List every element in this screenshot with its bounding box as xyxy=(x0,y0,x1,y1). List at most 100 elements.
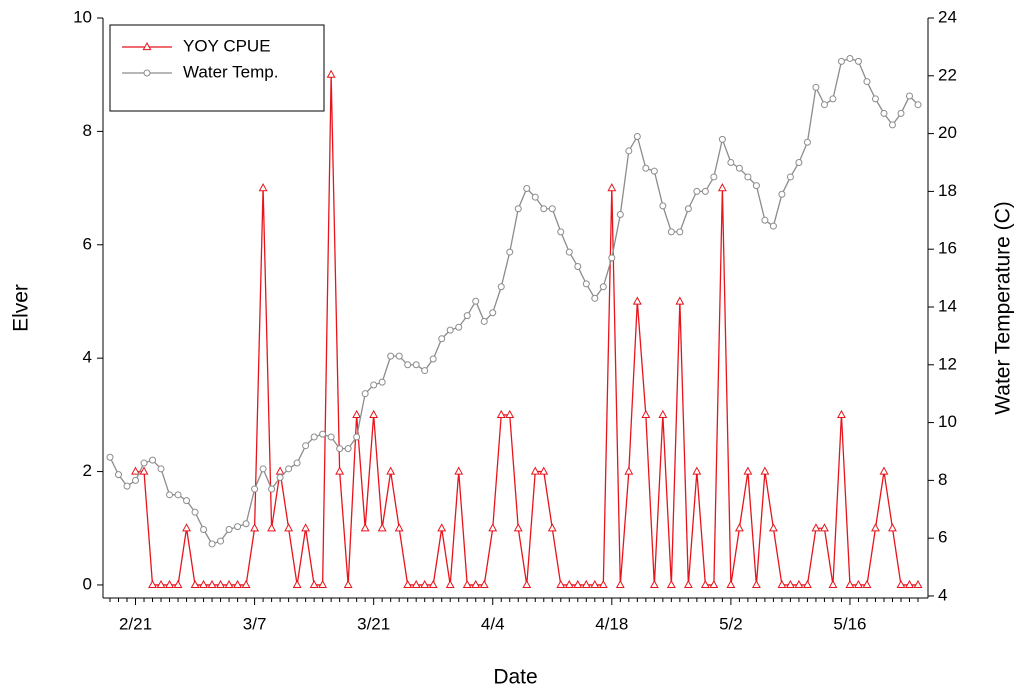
y-tick-label: 8 xyxy=(83,121,92,140)
point xyxy=(200,526,208,534)
point xyxy=(250,523,260,532)
point xyxy=(693,187,701,195)
point xyxy=(395,352,403,360)
point xyxy=(854,57,862,65)
point xyxy=(462,579,472,589)
point xyxy=(403,579,413,589)
point xyxy=(411,579,421,589)
point xyxy=(497,283,505,291)
point xyxy=(530,466,540,475)
point xyxy=(557,228,565,236)
point xyxy=(353,433,361,441)
point xyxy=(642,164,650,172)
point xyxy=(794,579,804,589)
point xyxy=(437,523,447,532)
y-tick-label: 4 xyxy=(83,348,92,367)
point xyxy=(616,211,624,219)
point xyxy=(513,523,523,532)
point xyxy=(574,263,582,271)
point xyxy=(556,579,566,589)
y2-tick-label: 4 xyxy=(938,585,947,604)
point xyxy=(224,579,234,589)
legend-label: YOY CPUE xyxy=(183,36,271,55)
x-tick-label: 4/4 xyxy=(481,614,505,633)
point xyxy=(421,367,429,375)
point xyxy=(183,497,191,505)
point xyxy=(106,453,114,461)
point xyxy=(709,579,719,589)
point xyxy=(336,445,344,453)
y2-tick-label: 12 xyxy=(938,354,957,373)
point xyxy=(412,361,420,369)
point xyxy=(115,471,123,479)
point xyxy=(564,579,574,589)
point xyxy=(522,579,532,589)
point xyxy=(267,523,277,532)
point xyxy=(692,466,702,475)
point xyxy=(343,579,353,589)
point xyxy=(514,205,522,213)
point xyxy=(727,158,735,166)
point xyxy=(471,579,481,589)
point xyxy=(735,164,743,172)
point xyxy=(607,183,617,192)
y2-tick-label: 10 xyxy=(938,412,957,431)
point xyxy=(463,312,471,320)
y-tick-label: 2 xyxy=(83,461,92,480)
y2-tick-label: 16 xyxy=(938,239,957,258)
point xyxy=(326,69,336,78)
point xyxy=(914,101,922,109)
y2-tick-label: 22 xyxy=(938,65,957,84)
point xyxy=(242,520,250,528)
point xyxy=(276,473,284,481)
point xyxy=(854,579,863,589)
point xyxy=(472,297,480,305)
point xyxy=(310,433,318,441)
point xyxy=(590,579,600,589)
point xyxy=(165,579,174,589)
point xyxy=(259,465,267,473)
y2-tick-label: 8 xyxy=(938,470,947,489)
point xyxy=(582,280,590,288)
point xyxy=(718,135,726,143)
point xyxy=(327,433,335,441)
point xyxy=(659,202,667,210)
point xyxy=(335,466,345,475)
point xyxy=(523,185,531,193)
point xyxy=(139,466,149,475)
x-tick-label: 3/21 xyxy=(357,614,390,633)
point xyxy=(301,523,311,532)
point xyxy=(156,579,166,589)
point xyxy=(820,101,828,109)
y2-axis-title: Water Temperature (C) xyxy=(992,201,1015,415)
point xyxy=(905,92,913,100)
point xyxy=(811,523,821,532)
point xyxy=(744,173,752,181)
point xyxy=(404,361,412,369)
point xyxy=(531,193,539,201)
point xyxy=(862,579,872,589)
series xyxy=(131,69,923,589)
point xyxy=(734,523,744,532)
point xyxy=(913,579,923,589)
point xyxy=(234,523,242,531)
point xyxy=(591,294,599,302)
point xyxy=(480,317,488,325)
point xyxy=(166,491,174,499)
point xyxy=(683,579,693,589)
point xyxy=(871,95,879,103)
point xyxy=(258,183,268,192)
point xyxy=(132,476,140,484)
x-tick-label: 4/18 xyxy=(595,614,628,633)
point xyxy=(641,409,651,418)
y-tick-label: 0 xyxy=(83,574,92,593)
point xyxy=(581,579,591,589)
point xyxy=(676,228,684,236)
point xyxy=(658,409,668,418)
point xyxy=(675,296,685,305)
point xyxy=(361,390,369,398)
x-tick-label: 2/21 xyxy=(119,614,152,633)
point xyxy=(846,54,854,62)
point xyxy=(888,121,896,129)
